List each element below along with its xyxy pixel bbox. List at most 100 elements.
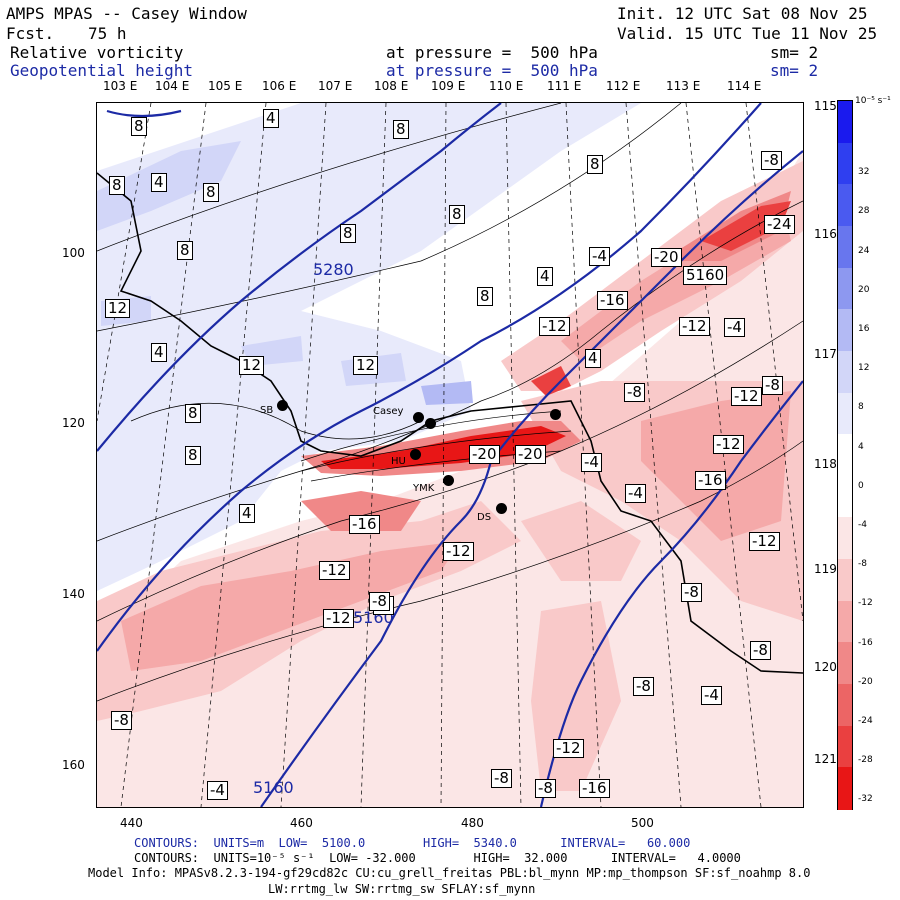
height-label: 5280: [313, 260, 354, 279]
field-vorticity-level: at pressure = 500 hPa: [386, 43, 598, 62]
colorbar-tick-label: -4: [858, 519, 867, 530]
vorticity-label: -12: [713, 435, 744, 454]
vorticity-label: 8: [393, 120, 409, 139]
x-tick: 480: [461, 816, 484, 830]
vorticity-label: -8: [681, 583, 702, 602]
vorticity-label: -4: [701, 686, 722, 705]
station-marker: [425, 418, 436, 429]
vorticity-label: 8: [477, 287, 493, 306]
colorbar-segment: [838, 267, 852, 311]
vorticity-label: -8: [624, 383, 645, 402]
colorbar-segment: [838, 392, 852, 436]
vorticity-label: -4: [207, 781, 228, 800]
vorticity-label: 4: [585, 349, 601, 368]
colorbar-tick-label: 32: [858, 167, 870, 178]
lon-label: 105 E: [208, 79, 243, 93]
vorticity-label: 8: [109, 176, 125, 195]
model-info-physics: LW:rrtmg_lw SW:rrtmg_sw SFLAY:sf_mynn: [268, 882, 536, 896]
valid-time: Valid. 15 UTC Tue 11 Nov 25: [617, 24, 878, 43]
vorticity-label: -12: [323, 609, 354, 628]
colorbar-segment: [838, 350, 852, 394]
vorticity-label: -16: [695, 471, 726, 490]
vorticity-label: -4: [581, 453, 602, 472]
lon-label: 104 E: [155, 79, 190, 93]
vorticity-label: 8: [449, 205, 465, 224]
field-height-smoothing: sm= 2: [770, 61, 819, 80]
vorticity-label: 8: [185, 404, 201, 423]
colorbar-segment: [838, 642, 852, 686]
vorticity-label: -24: [764, 215, 795, 234]
vorticity-label: 12: [105, 299, 131, 318]
vorticity-label: -8: [633, 677, 654, 696]
field-height-name: Geopotential height: [10, 61, 194, 80]
station-marker: [550, 409, 561, 420]
vorticity-label: -20: [515, 445, 546, 464]
vorticity-label: 8: [340, 224, 356, 243]
colorbar-segment: [838, 725, 852, 769]
vorticity-label: 4: [151, 173, 167, 192]
lon-label: 112 E: [606, 79, 641, 93]
vorticity-label: 4: [151, 343, 167, 362]
vorticity-label: -8: [750, 641, 771, 660]
field-vorticity-smoothing: sm= 2: [770, 43, 819, 62]
lon-label: 108 E: [374, 79, 409, 93]
window-title: AMPS MPAS -- Casey Window: [6, 4, 247, 23]
lon-label: 111 E: [547, 79, 582, 93]
colorbar-segment: [838, 434, 852, 477]
vorticity-label: -4: [724, 318, 745, 337]
x-tick: 460: [290, 816, 313, 830]
station-marker: [410, 449, 421, 460]
colorbar-segment: [838, 184, 852, 227]
forecast-label: Fcst.: [6, 24, 55, 43]
station-marker: [443, 475, 454, 486]
colorbar-tick-label: 16: [858, 323, 870, 334]
init-time: Init. 12 UTC Sat 08 Nov 25: [617, 4, 868, 23]
colorbar-segment: [838, 475, 852, 519]
station-label: SB: [260, 405, 274, 416]
station-label: DS: [477, 512, 492, 523]
colorbar-tick-label: 24: [858, 245, 870, 256]
vorticity-label: 8: [177, 241, 193, 260]
station-marker: [413, 412, 424, 423]
colorbar-tick-label: -8: [858, 559, 867, 570]
vorticity-label: -20: [469, 445, 500, 464]
vorticity-label: -8: [369, 592, 390, 611]
lon-label: 109 E: [431, 79, 466, 93]
colorbar-tick-label: 12: [858, 363, 870, 374]
x-tick: 440: [120, 816, 143, 830]
lon-label: 114 E: [727, 79, 762, 93]
colorbar-tick-label: 4: [858, 441, 864, 452]
vorticity-label: -12: [443, 542, 474, 561]
x-tick: 500: [631, 816, 654, 830]
forecast-hour: 75 h: [88, 24, 127, 43]
colorbar-tick-label: -28: [858, 755, 873, 766]
vorticity-label: -12: [553, 739, 584, 758]
station-label: HU: [391, 456, 406, 467]
lon-label: 103 E: [103, 79, 138, 93]
colorbar: [837, 100, 853, 810]
vorticity-label: -8: [491, 769, 512, 788]
colorbar-tick-label: -20: [858, 676, 873, 687]
colorbar-tick-label: 0: [858, 480, 864, 491]
vorticity-label: -12: [749, 532, 780, 551]
vorticity-label: 8: [131, 117, 147, 136]
vorticity-label: -12: [319, 561, 350, 580]
colorbar-segment: [838, 767, 852, 810]
map-panel: 5280 5160 5160 5160 8 4 8 8 4 8 8 8 8 8 …: [96, 102, 804, 808]
vorticity-label: 12: [353, 356, 379, 375]
vorticity-label: -16: [579, 779, 610, 798]
colorbar-segment: [838, 517, 852, 561]
y-tick: 140: [62, 587, 85, 601]
vorticity-label: 4: [263, 109, 279, 128]
colorbar-segment: [838, 600, 852, 644]
colorbar-tick-label: 20: [858, 284, 870, 295]
colorbar-tick-label: -12: [858, 598, 873, 609]
vorticity-label: -12: [539, 317, 570, 336]
vorticity-label: 4: [537, 267, 553, 286]
colorbar-segment: [838, 101, 852, 144]
colorbar-tick-label: -32: [858, 794, 873, 805]
vorticity-contours: [97, 103, 803, 702]
vorticity-label: -8: [111, 711, 132, 730]
lon-label: 110 E: [489, 79, 524, 93]
vorticity-label: -12: [731, 387, 762, 406]
